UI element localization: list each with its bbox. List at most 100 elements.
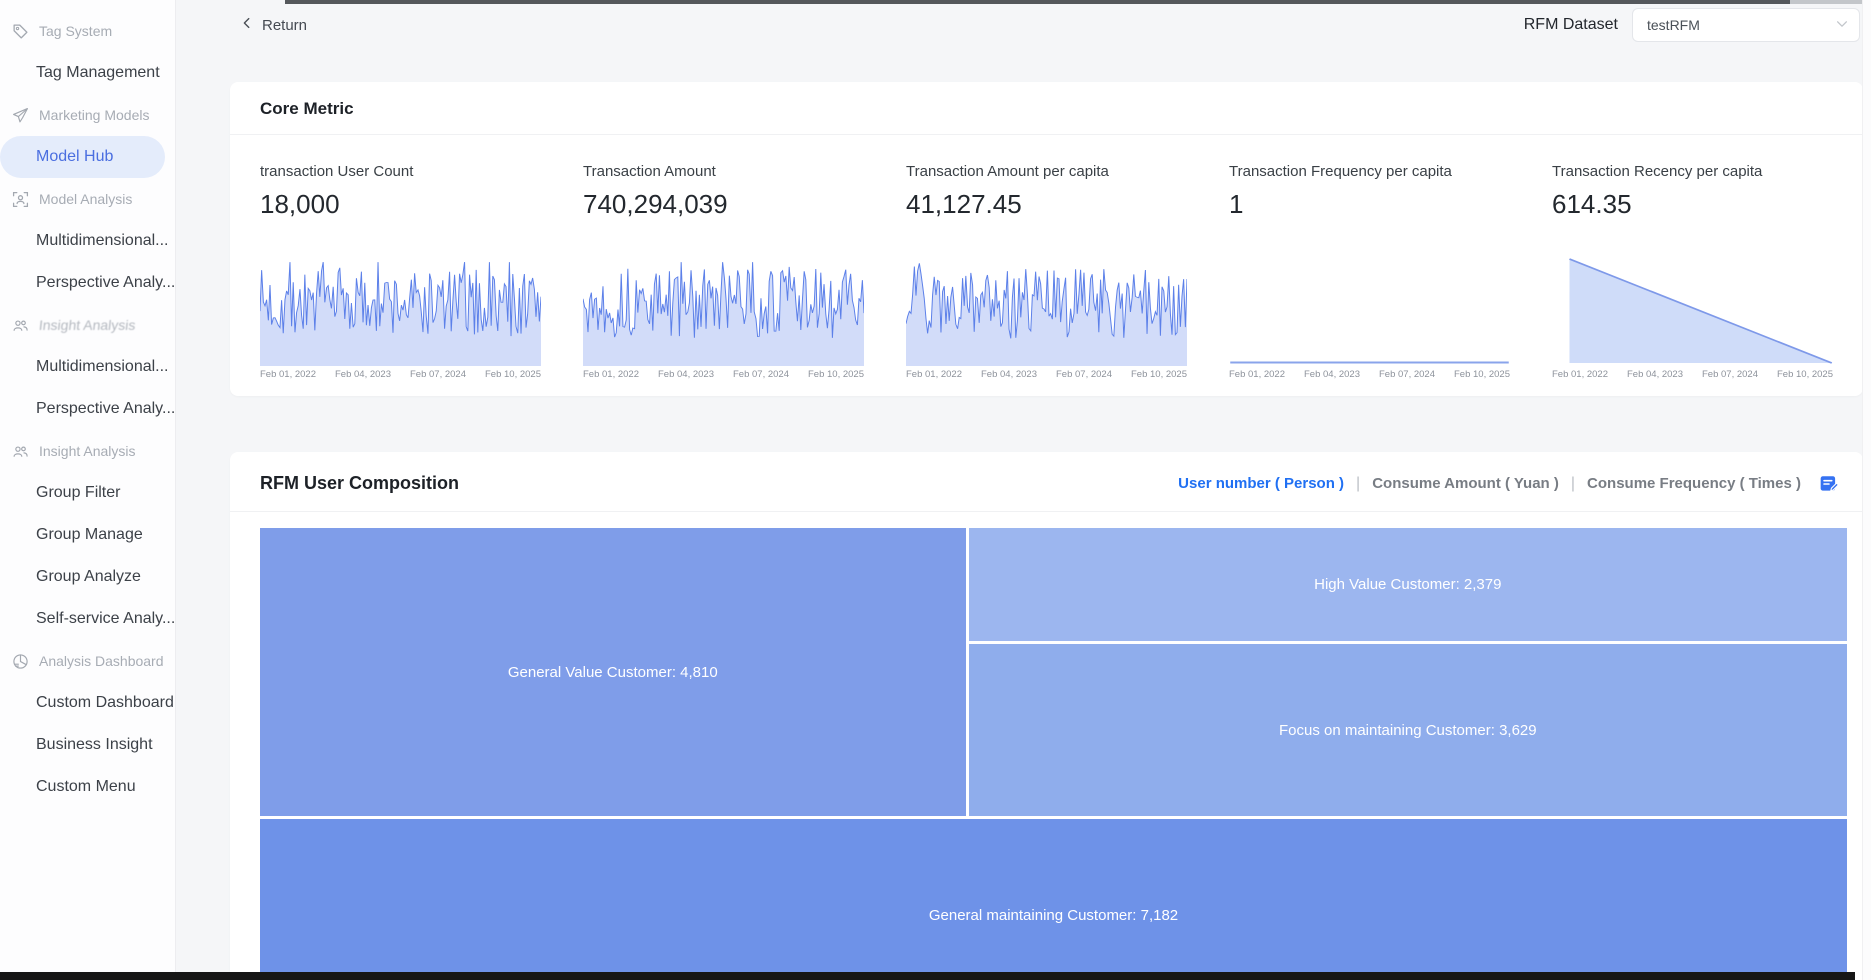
- sidebar-item-label: Model Hub: [36, 148, 114, 165]
- sidebar-group-label: Insight Analysis: [39, 443, 136, 459]
- x-tick-label: Feb 04, 2023: [335, 369, 391, 380]
- sidebar-item-label: Perspective Analy...: [36, 274, 175, 291]
- sidebar-item-model-hub[interactable]: Model Hub: [0, 136, 165, 178]
- sidebar-menu: Tag System Tag Management Marketing Models…: [0, 10, 175, 808]
- sidebar-item-label: Self-service Analy...: [36, 610, 175, 627]
- tab-separator: |: [1570, 474, 1576, 492]
- tab-user-number-person[interactable]: User number ( Person ): [1178, 475, 1345, 492]
- metric-x-axis: Feb 01, 2022 Feb 04, 2023 Feb 07, 2024 Feb …: [1552, 369, 1833, 380]
- sidebar-item-multidimensional[interactable]: Multidimensional...: [0, 220, 175, 262]
- core-metric-header: Core Metric: [230, 82, 1863, 135]
- sidebar-item-label: Group Filter: [36, 484, 121, 501]
- return-button[interactable]: Return: [240, 16, 307, 34]
- x-tick-label: Feb 04, 2023: [658, 369, 714, 380]
- sidebar-item-label: Perspective Analy...: [36, 400, 175, 417]
- treemap-block-general-value-customer[interactable]: General Value Customer: 4,810: [260, 528, 966, 816]
- sidebar-group-insight-analysis[interactable]: Insight Analysis: [0, 304, 175, 346]
- x-tick-label: Feb 10, 2025: [1454, 369, 1510, 380]
- rfm-title: RFM User Composition: [260, 473, 460, 493]
- treemap-block-label: High Value Customer: 2,379: [1314, 576, 1502, 593]
- treemap-block-label: General maintaining Customer: 7,182: [928, 907, 1179, 924]
- tab-consume-frequency-times[interactable]: Consume Frequency ( Times ): [1587, 475, 1801, 492]
- x-tick-label: Feb 07, 2024: [410, 369, 466, 380]
- sidebar-item-group-filter[interactable]: Group Filter: [0, 472, 175, 514]
- dataset-control: RFM Dataset testRFM: [1524, 8, 1860, 42]
- metric-x-axis: Feb 01, 2022 Feb 04, 2023 Feb 07, 2024 Feb …: [583, 369, 864, 380]
- x-tick-label: Feb 07, 2024: [1056, 369, 1112, 380]
- metric-sparkline-chart: [1229, 254, 1510, 366]
- treemap-top-row: General Value Customer: 4,810 High Value …: [260, 528, 1847, 816]
- tag-icon: [12, 23, 29, 40]
- sidebar-item-group-manage[interactable]: Group Manage: [0, 514, 175, 556]
- sidebar-item-multidimensional[interactable]: Multidimensional...: [0, 346, 175, 388]
- treemap-right-column: High Value Customer: 2,379 Focus on maint…: [968, 528, 1847, 816]
- rfm-card: RFM User Composition User number ( Perso…: [230, 452, 1863, 980]
- core-metric-title: Core Metric: [260, 99, 354, 118]
- sidebar-item-label: Multidimensional...: [36, 232, 169, 249]
- tab-separator: |: [1356, 474, 1361, 492]
- dataset-label: RFM Dataset: [1523, 16, 1618, 33]
- rfm-header: RFM User Composition User number ( Perso…: [230, 452, 1863, 512]
- sidebar-item-self-service-analy[interactable]: Self-service Analy...: [0, 598, 175, 640]
- metric-label: Transaction Amount: [583, 163, 716, 180]
- metric-sparkline-chart: [1552, 254, 1833, 366]
- x-tick-label: Feb 01, 2022: [906, 369, 962, 380]
- sidebar-group-label: Analysis Dashboard: [39, 653, 164, 669]
- sidebar-group-label: Tag System: [39, 23, 113, 39]
- treemap-wrap: General Value Customer: 4,810 High Value …: [230, 512, 1863, 980]
- sidebar-item-label: Custom Dashboard: [36, 694, 174, 711]
- rfm-treemap: General Value Customer: 4,810 High Value …: [260, 528, 1847, 980]
- metric-sparkline-chart: [260, 254, 541, 366]
- x-tick-label: Feb 04, 2023: [1304, 369, 1360, 380]
- x-tick-label: Feb 10, 2025: [1777, 369, 1833, 380]
- insight-analysis-icon: [12, 443, 29, 460]
- sidebar-item-label: Group Manage: [36, 526, 143, 543]
- sidebar-item-custom-menu[interactable]: Custom Menu: [0, 766, 175, 808]
- metric-value: 18,000: [260, 189, 340, 219]
- treemap-block-focus-on-maintaining-customer[interactable]: Focus on maintaining Customer: 3,629: [968, 644, 1847, 816]
- core-metric-card: Core Metric transaction User Count 18,000…: [230, 82, 1863, 396]
- sidebar-group-tag-system[interactable]: Tag System: [0, 10, 175, 52]
- metric-value: 1: [1229, 189, 1244, 219]
- x-tick-label: Feb 10, 2025: [1131, 369, 1187, 380]
- metric-value: 41,127.45: [906, 189, 1022, 219]
- sidebar-item-business-insight[interactable]: Business Insight: [0, 724, 175, 766]
- dataset-select[interactable]: testRFM: [1632, 8, 1860, 42]
- edit-document-icon[interactable]: [1819, 474, 1839, 494]
- metric-label: transaction User Count: [260, 163, 414, 180]
- x-tick-label: Feb 04, 2023: [981, 369, 1037, 380]
- sidebar-item-perspective-analy[interactable]: Perspective Analy...: [0, 388, 175, 430]
- main-area: Return RFM Dataset testRFM Core Metric t…: [176, 0, 1871, 980]
- metric-transaction-frequency-per-capita: Transaction Frequency per capita 1 Feb 01,…: [1229, 163, 1510, 380]
- dataset-select-value: testRFM: [1647, 17, 1700, 33]
- x-tick-label: Feb 04, 2023: [1627, 369, 1683, 380]
- scrollbar[interactable]: [1862, 0, 1871, 980]
- sidebar-group-marketing-models[interactable]: Marketing Models: [0, 94, 175, 136]
- metric-x-axis: Feb 01, 2022 Feb 04, 2023 Feb 07, 2024 Feb …: [1229, 369, 1510, 380]
- metric-label: Transaction Frequency per capita: [1229, 163, 1452, 180]
- top-bar: Return RFM Dataset testRFM: [176, 0, 1871, 50]
- tab-consume-amount-yuan[interactable]: Consume Amount ( Yuan ): [1372, 475, 1559, 492]
- chevron-down-icon: [1835, 17, 1849, 34]
- sidebar-group-analysis-dashboard[interactable]: Analysis Dashboard: [0, 640, 175, 682]
- sidebar-item-label: Tag Management: [36, 64, 160, 81]
- sidebar-item-perspective-analy[interactable]: Perspective Analy...: [0, 262, 175, 304]
- sidebar-item-custom-dashboard[interactable]: Custom Dashboard: [0, 682, 175, 724]
- chevron-left-icon: [240, 16, 254, 34]
- metric-transaction-amount-per-capita: Transaction Amount per capita 41,127.45 Fe…: [906, 163, 1187, 380]
- sidebar-item-group-analyze[interactable]: Group Analyze: [0, 556, 175, 598]
- content-area: Core Metric transaction User Count 18,000…: [176, 50, 1871, 980]
- treemap-block-label: General Value Customer: 4,810: [507, 663, 718, 681]
- x-tick-label: Feb 07, 2024: [1702, 369, 1758, 380]
- sidebar-item-label: Business Insight: [36, 736, 153, 753]
- metrics-row: transaction User Count 18,000 Feb 01, 2022…: [230, 135, 1863, 396]
- metric-transaction-user-count: transaction User Count 18,000 Feb 01, 2022…: [260, 163, 541, 380]
- x-tick-label: Feb 07, 2024: [1379, 369, 1435, 380]
- sidebar-group-model-analysis[interactable]: Model Analysis: [0, 178, 175, 220]
- metric-sparkline-chart: [583, 254, 864, 366]
- treemap-block-high-value-customer[interactable]: High Value Customer: 2,379: [968, 528, 1847, 641]
- treemap-block-label: Focus on maintaining Customer: 3,629: [1278, 721, 1537, 739]
- sidebar-item-tag-management[interactable]: Tag Management: [0, 52, 175, 94]
- treemap-block-general-maintaining-customer[interactable]: General maintaining Customer: 7,182: [260, 819, 1847, 980]
- sidebar-group-insight-analysis[interactable]: Insight Analysis: [0, 430, 175, 472]
